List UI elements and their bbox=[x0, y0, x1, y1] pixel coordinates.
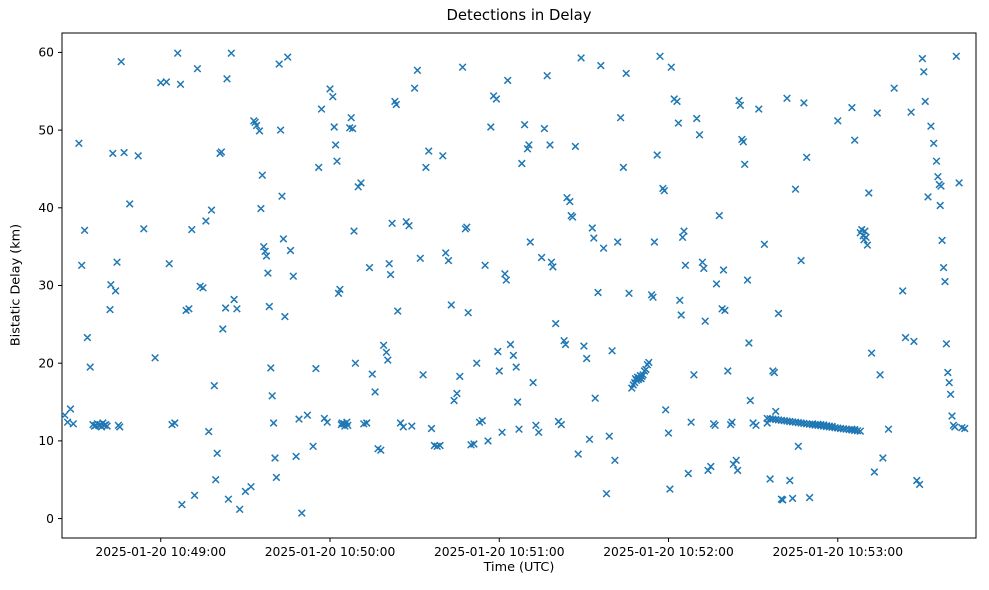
y-tick-label: 10 bbox=[38, 434, 54, 448]
y-tick-label: 40 bbox=[38, 201, 54, 215]
x-tick-label: 2025-01-20 10:50:00 bbox=[265, 545, 396, 559]
x-tick-label: 2025-01-20 10:51:00 bbox=[434, 545, 565, 559]
chart-title: Detections in Delay bbox=[446, 7, 592, 24]
y-tick-label: 60 bbox=[38, 46, 54, 60]
x-tick-label: 2025-01-20 10:52:00 bbox=[603, 545, 734, 559]
y-tick-label: 0 bbox=[46, 512, 54, 526]
y-tick-label: 50 bbox=[38, 123, 54, 137]
scatter-points bbox=[60, 49, 969, 517]
y-tick-label: 20 bbox=[38, 356, 54, 370]
x-axis-label: Time (UTC) bbox=[483, 560, 555, 575]
y-tick-label: 30 bbox=[38, 279, 54, 293]
x-tick-label: 2025-01-20 10:49:00 bbox=[95, 545, 226, 559]
x-tick-label: 2025-01-20 10:53:00 bbox=[772, 545, 903, 559]
